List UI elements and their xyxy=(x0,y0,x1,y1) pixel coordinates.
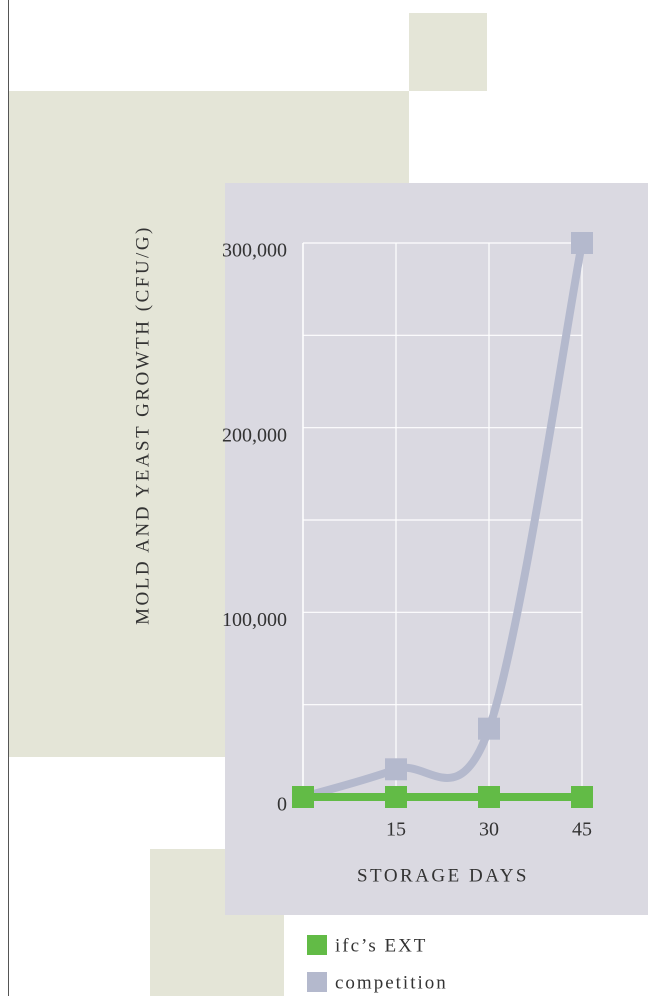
point-marker xyxy=(571,786,593,808)
y-tick-label: 200,000 xyxy=(222,424,287,446)
plot: 0 100,000 200,000 300,000 15 30 45 xyxy=(222,232,593,841)
x-tick-label: 15 xyxy=(386,819,406,841)
point-marker xyxy=(571,232,593,254)
y-axis-title: MOLD AND YEAST GROWTH (CFU/G) xyxy=(132,225,153,625)
point-marker xyxy=(385,786,407,808)
legend-label: ifc’s EXT xyxy=(335,935,427,956)
legend-swatch xyxy=(307,972,327,992)
point-marker xyxy=(385,758,407,781)
legend-swatch xyxy=(307,935,327,955)
y-tick-label: 100,000 xyxy=(222,609,287,631)
y-tick-label: 0 xyxy=(277,794,287,816)
legend-label: competition xyxy=(335,972,448,993)
point-marker xyxy=(292,786,314,808)
x-axis-title: STORAGE DAYS xyxy=(357,865,529,886)
deco-block xyxy=(409,13,487,91)
y-tick-label: 300,000 xyxy=(222,240,287,262)
x-tick-label: 30 xyxy=(479,819,499,841)
x-tick-label: 45 xyxy=(572,819,592,841)
point-marker xyxy=(478,786,500,808)
point-marker xyxy=(478,717,500,740)
